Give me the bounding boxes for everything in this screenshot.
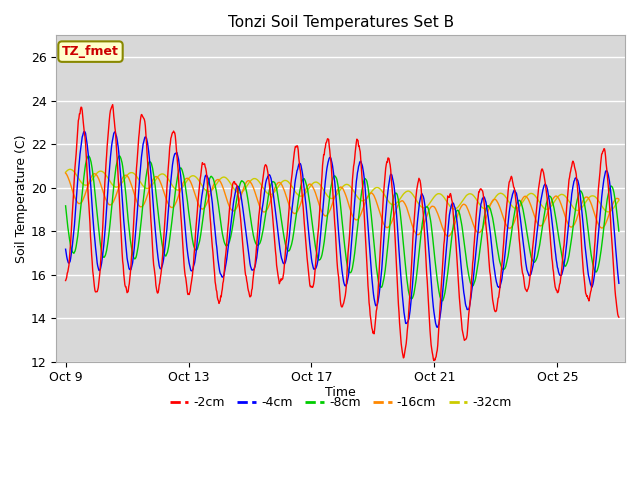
X-axis label: Time: Time (325, 385, 356, 398)
Y-axis label: Soil Temperature (C): Soil Temperature (C) (15, 134, 28, 263)
Title: Tonzi Soil Temperatures Set B: Tonzi Soil Temperatures Set B (228, 15, 454, 30)
Legend: -2cm, -4cm, -8cm, -16cm, -32cm: -2cm, -4cm, -8cm, -16cm, -32cm (164, 391, 516, 414)
Text: TZ_fmet: TZ_fmet (62, 45, 119, 58)
